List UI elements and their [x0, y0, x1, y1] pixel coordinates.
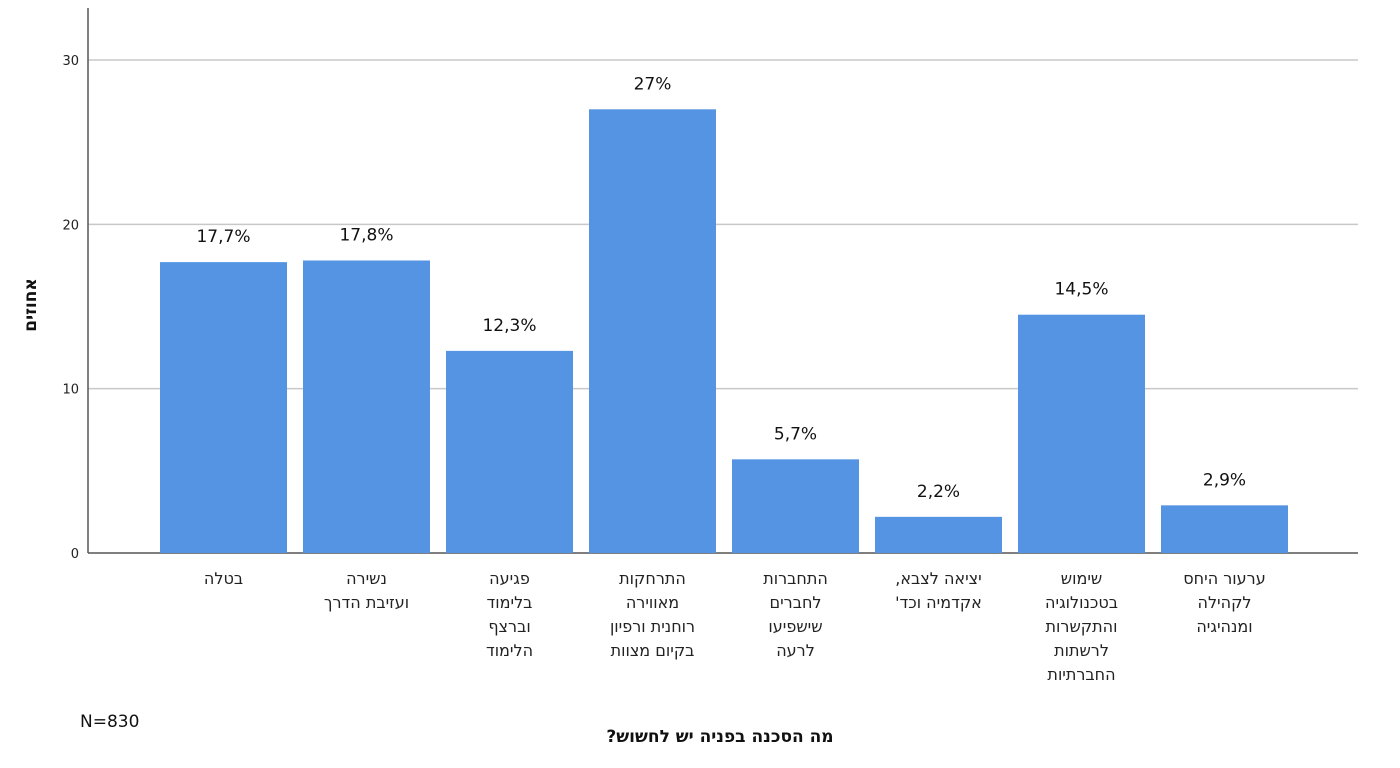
bar [160, 262, 287, 553]
category-label: מאווירה [626, 593, 679, 612]
data-label: 17,7% [196, 227, 250, 247]
category-label: יציאה לצבא, [895, 569, 982, 588]
category-label: החברתיות [1047, 665, 1115, 684]
category-label: וברצף [488, 617, 530, 636]
y-axis-title: אחוזים [21, 278, 41, 332]
data-label: 5,7% [774, 424, 817, 444]
data-label: 2,9% [1203, 470, 1246, 490]
data-label: 2,2% [917, 482, 960, 502]
bar [1018, 314, 1145, 553]
category-label: פגיעה [489, 569, 530, 588]
category-label: לרעה [776, 641, 815, 660]
data-label: 12,3% [482, 316, 536, 336]
bar [303, 260, 430, 553]
data-label: 27% [634, 74, 672, 94]
bar [1161, 505, 1288, 553]
category-label: הלימוד [486, 641, 533, 660]
category-label: בלימוד [487, 593, 533, 612]
x-axis-title: מה הסכנה בפניה יש לחשוש? [606, 727, 834, 747]
category-label: לרשתות [1054, 641, 1109, 660]
category-label: ערעור היחס [1183, 569, 1265, 588]
data-label: 14,5% [1054, 280, 1108, 300]
category-label: שימוש [1061, 569, 1102, 588]
category-label: בטלה [204, 569, 243, 588]
category-label: ומנהיגיה [1196, 617, 1252, 636]
category-label: ועזיבת הדרך [324, 593, 409, 612]
category-label: התרחקות [619, 569, 686, 588]
category-label: שישפיעו [768, 617, 822, 636]
category-label: לחברים [769, 593, 821, 612]
bar [732, 459, 859, 553]
category-label: רוחנית ורפיון [610, 617, 695, 636]
y-tick-label: 20 [62, 218, 79, 233]
bar [446, 350, 573, 553]
category-label: אקדמיה וכד' [895, 593, 982, 612]
y-tick-label: 10 [62, 383, 79, 398]
bar [875, 516, 1002, 553]
category-label: התחברות [763, 569, 828, 588]
data-label: 17,8% [339, 225, 393, 245]
category-label: והתקשרות [1046, 617, 1118, 636]
y-tick-label: 0 [71, 547, 79, 562]
category-label: לקהילה [1197, 593, 1251, 612]
y-tick-label: 30 [62, 54, 79, 69]
bar [589, 109, 716, 554]
sample-size-note: N=830 [80, 712, 140, 732]
category-label: בטכנולוגיה [1045, 593, 1118, 612]
category-label: בקיום מצוות [611, 641, 695, 660]
category-label: נשירה [346, 569, 387, 588]
